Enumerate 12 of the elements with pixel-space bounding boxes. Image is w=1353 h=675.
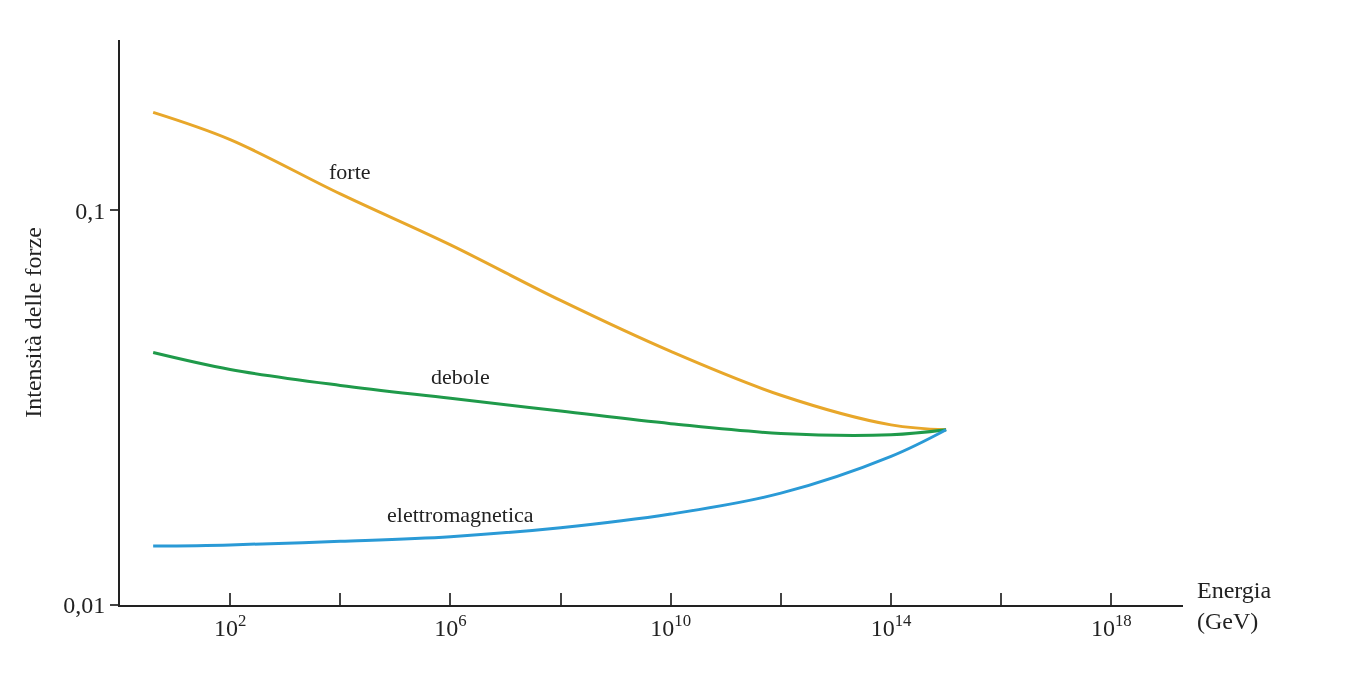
x-axis-title: Energia (GeV): [1197, 577, 1272, 635]
x-tick-label: 10$^{2}$: [213, 610, 247, 641]
x-tick-label: 10$^{10}$: [650, 610, 692, 641]
series-label: debole: [431, 364, 490, 389]
series-label: elettromagnetica: [387, 502, 534, 527]
x-tick-label: 10$^{18}$: [1090, 610, 1132, 641]
y-axis-title: Intensità delle forze: [19, 227, 46, 418]
x-tick-label: 10$^{14}$: [870, 610, 913, 641]
series-label: forte: [329, 159, 371, 184]
y-tick-label: 0,01: [63, 592, 106, 619]
y-tick-label: 0,1: [75, 197, 106, 224]
x-tick-label: 10$^{6}$: [434, 610, 467, 641]
